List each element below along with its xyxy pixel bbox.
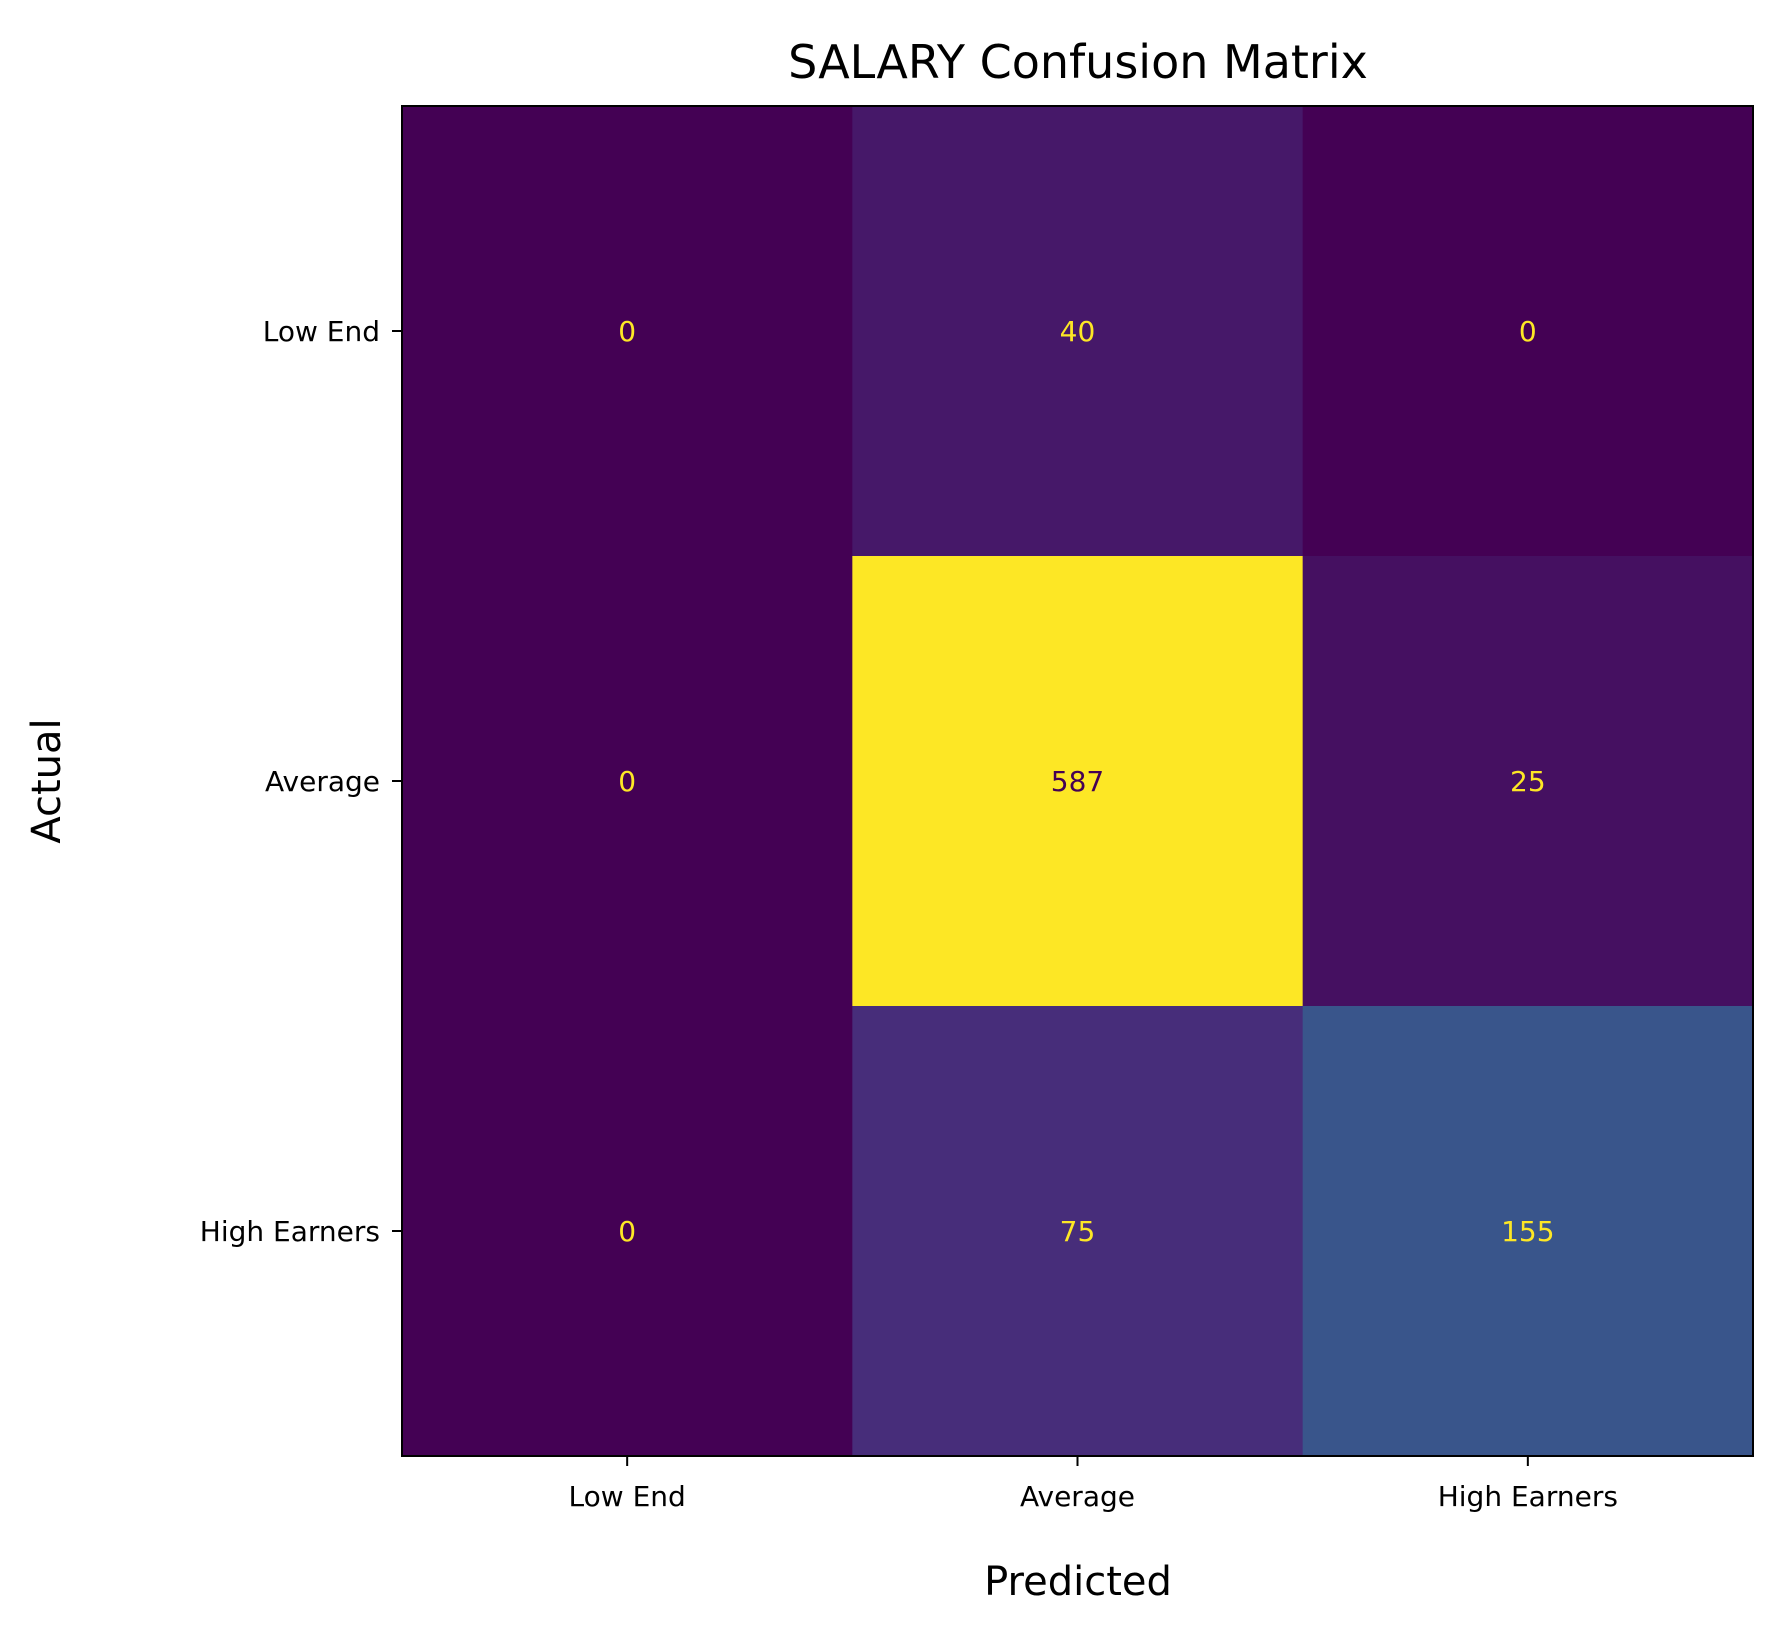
x-tick-label: Average bbox=[1020, 1480, 1135, 1513]
x-tick-label: Low End bbox=[569, 1480, 686, 1513]
heatmap-cells bbox=[402, 106, 1754, 1457]
heatmap-cell-value: 587 bbox=[1051, 765, 1104, 798]
heatmap-cell bbox=[1302, 106, 1754, 557]
chart-title: SALARY Confusion Matrix bbox=[788, 35, 1368, 89]
y-tick-label: Average bbox=[265, 765, 380, 798]
y-tick-label: High Earners bbox=[200, 1215, 380, 1248]
heatmap-cell bbox=[852, 1006, 1304, 1457]
y-tick-label: Low End bbox=[263, 315, 380, 348]
y-axis-ticks: Low End Average High Earners bbox=[200, 315, 402, 1248]
heatmap-cell-value: 0 bbox=[1519, 315, 1537, 348]
heatmap-cell bbox=[402, 106, 853, 557]
heatmap-cell bbox=[852, 106, 1304, 557]
heatmap-cell-value: 155 bbox=[1501, 1215, 1554, 1248]
heatmap-cell-value: 0 bbox=[618, 1215, 636, 1248]
x-tick-label: High Earners bbox=[1438, 1480, 1618, 1513]
heatmap-cell bbox=[1302, 556, 1754, 1007]
heatmap-cell-value: 0 bbox=[618, 315, 636, 348]
heatmap-cell-value: 75 bbox=[1060, 1215, 1096, 1248]
heatmap-cell bbox=[1302, 1006, 1754, 1457]
x-axis-ticks: Low End Average High Earners bbox=[569, 1456, 1618, 1513]
heatmap-cell-labels: 0 40 0 0 587 25 0 75 155 bbox=[618, 315, 1554, 1248]
heatmap-cell bbox=[852, 556, 1304, 1007]
heatmap-cell-value: 25 bbox=[1510, 765, 1546, 798]
heatmap-cell bbox=[402, 1006, 853, 1457]
heatmap-cell bbox=[402, 556, 853, 1007]
y-axis-label: Actual bbox=[24, 718, 70, 843]
x-axis-label: Predicted bbox=[984, 1559, 1172, 1605]
heatmap-cell-value: 0 bbox=[618, 765, 636, 798]
heatmap-cell-value: 40 bbox=[1060, 315, 1096, 348]
